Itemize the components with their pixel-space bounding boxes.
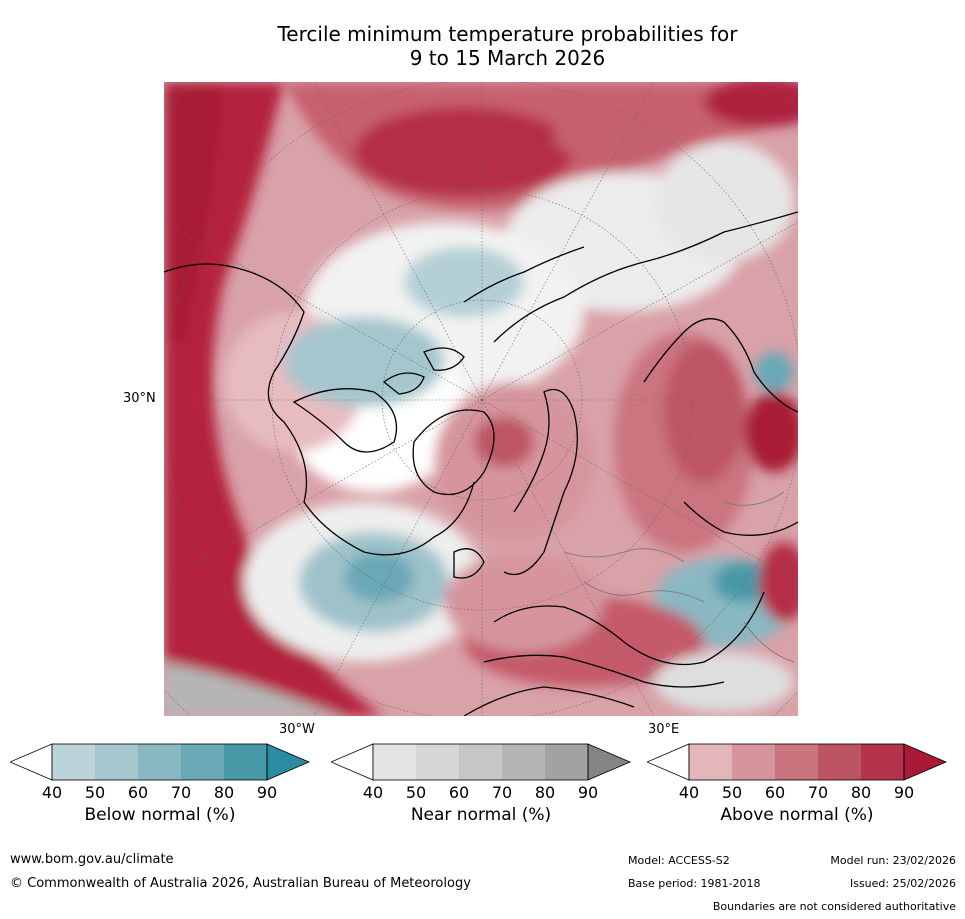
probability-map bbox=[164, 82, 798, 716]
above-swatch-1 bbox=[689, 744, 732, 780]
longitude-label-30w: 30°W bbox=[279, 722, 315, 737]
above-tick-label: 50 bbox=[721, 783, 743, 802]
below-tick-label: 40 bbox=[41, 783, 63, 802]
model-run-text: Model run: 23/02/2026 bbox=[830, 854, 956, 867]
near-extend-high bbox=[587, 743, 632, 781]
colorbar-near-swatches bbox=[329, 743, 632, 781]
copyright-text: © Commonwealth of Australia 2026, Austra… bbox=[10, 876, 471, 891]
above-tick-label: 40 bbox=[678, 783, 700, 802]
latitude-label-30n: 30°N bbox=[123, 391, 156, 406]
colorbar-below-swatches bbox=[8, 743, 311, 781]
below-extend-low bbox=[8, 743, 53, 781]
probability-field bbox=[164, 82, 798, 716]
near-outline bbox=[372, 743, 589, 781]
above-tick-label: 70 bbox=[807, 783, 829, 802]
above-tick-label: 80 bbox=[850, 783, 872, 802]
above-extend-high bbox=[903, 743, 948, 781]
near-tick-label: 60 bbox=[448, 783, 470, 802]
model-text: Model: ACCESS-S2 bbox=[628, 854, 730, 867]
near-swatch-5 bbox=[545, 744, 588, 780]
near-tick-label: 40 bbox=[362, 783, 384, 802]
colorbar-above-title: Above normal (%) bbox=[720, 805, 874, 825]
graticule bbox=[164, 82, 798, 716]
near-tick-label: 80 bbox=[534, 783, 556, 802]
country-borders bbox=[563, 491, 795, 663]
below-extend-high bbox=[266, 743, 311, 781]
longitude-label-30e: 30°E bbox=[648, 722, 680, 737]
below-swatch-3 bbox=[138, 744, 181, 780]
above-extend-low bbox=[645, 743, 690, 781]
near-tick-label: 50 bbox=[405, 783, 427, 802]
colorbar-near-normal: 40 50 60 70 80 90 Near normal (%) bbox=[329, 743, 632, 863]
below-tick-label: 70 bbox=[170, 783, 192, 802]
colorbar-below-normal: 40 50 60 70 80 90 Below normal (%) bbox=[8, 743, 311, 863]
colorbar-near-title: Near normal (%) bbox=[410, 805, 552, 825]
base-period-text: Base period: 1981-2018 bbox=[628, 877, 761, 890]
coastlines bbox=[164, 211, 798, 716]
below-swatch-5 bbox=[224, 744, 267, 780]
below-swatch-4 bbox=[181, 744, 224, 780]
near-swatch-3 bbox=[459, 744, 502, 780]
above-swatch-2 bbox=[732, 744, 775, 780]
below-tick-label: 60 bbox=[127, 783, 149, 802]
colorbar-below-title: Below normal (%) bbox=[84, 805, 236, 825]
website-link[interactable]: www.bom.gov.au/climate bbox=[10, 852, 174, 867]
boundaries-disclaimer: Boundaries are not considered authoritat… bbox=[712, 900, 956, 913]
near-tick-label: 70 bbox=[491, 783, 513, 802]
colorbar-above-swatches bbox=[645, 743, 948, 781]
issued-text: Issued: 25/02/2026 bbox=[849, 877, 956, 890]
colorbar-above-normal: 40 50 60 70 80 90 Above normal (%) bbox=[645, 743, 948, 863]
above-outline bbox=[688, 743, 905, 781]
near-swatch-2 bbox=[416, 744, 459, 780]
below-swatch-2 bbox=[95, 744, 138, 780]
near-tick-label: 90 bbox=[577, 783, 599, 802]
chart-title: Tercile minimum temperature probabilitie… bbox=[0, 22, 965, 70]
above-tick-label: 60 bbox=[764, 783, 786, 802]
above-swatch-5 bbox=[861, 744, 904, 780]
below-tick-label: 80 bbox=[213, 783, 235, 802]
near-swatch-4 bbox=[502, 744, 545, 780]
title-line-2: 9 to 15 March 2026 bbox=[409, 46, 606, 70]
below-swatch-1 bbox=[52, 744, 95, 780]
above-tick-label: 90 bbox=[893, 783, 915, 802]
below-tick-label: 50 bbox=[84, 783, 106, 802]
below-outline bbox=[51, 743, 268, 781]
title-line-1: Tercile minimum temperature probabilitie… bbox=[277, 22, 738, 46]
near-extend-low bbox=[329, 743, 374, 781]
below-tick-label: 90 bbox=[256, 783, 278, 802]
above-swatch-3 bbox=[775, 744, 818, 780]
above-swatch-4 bbox=[818, 744, 861, 780]
near-swatch-1 bbox=[373, 744, 416, 780]
